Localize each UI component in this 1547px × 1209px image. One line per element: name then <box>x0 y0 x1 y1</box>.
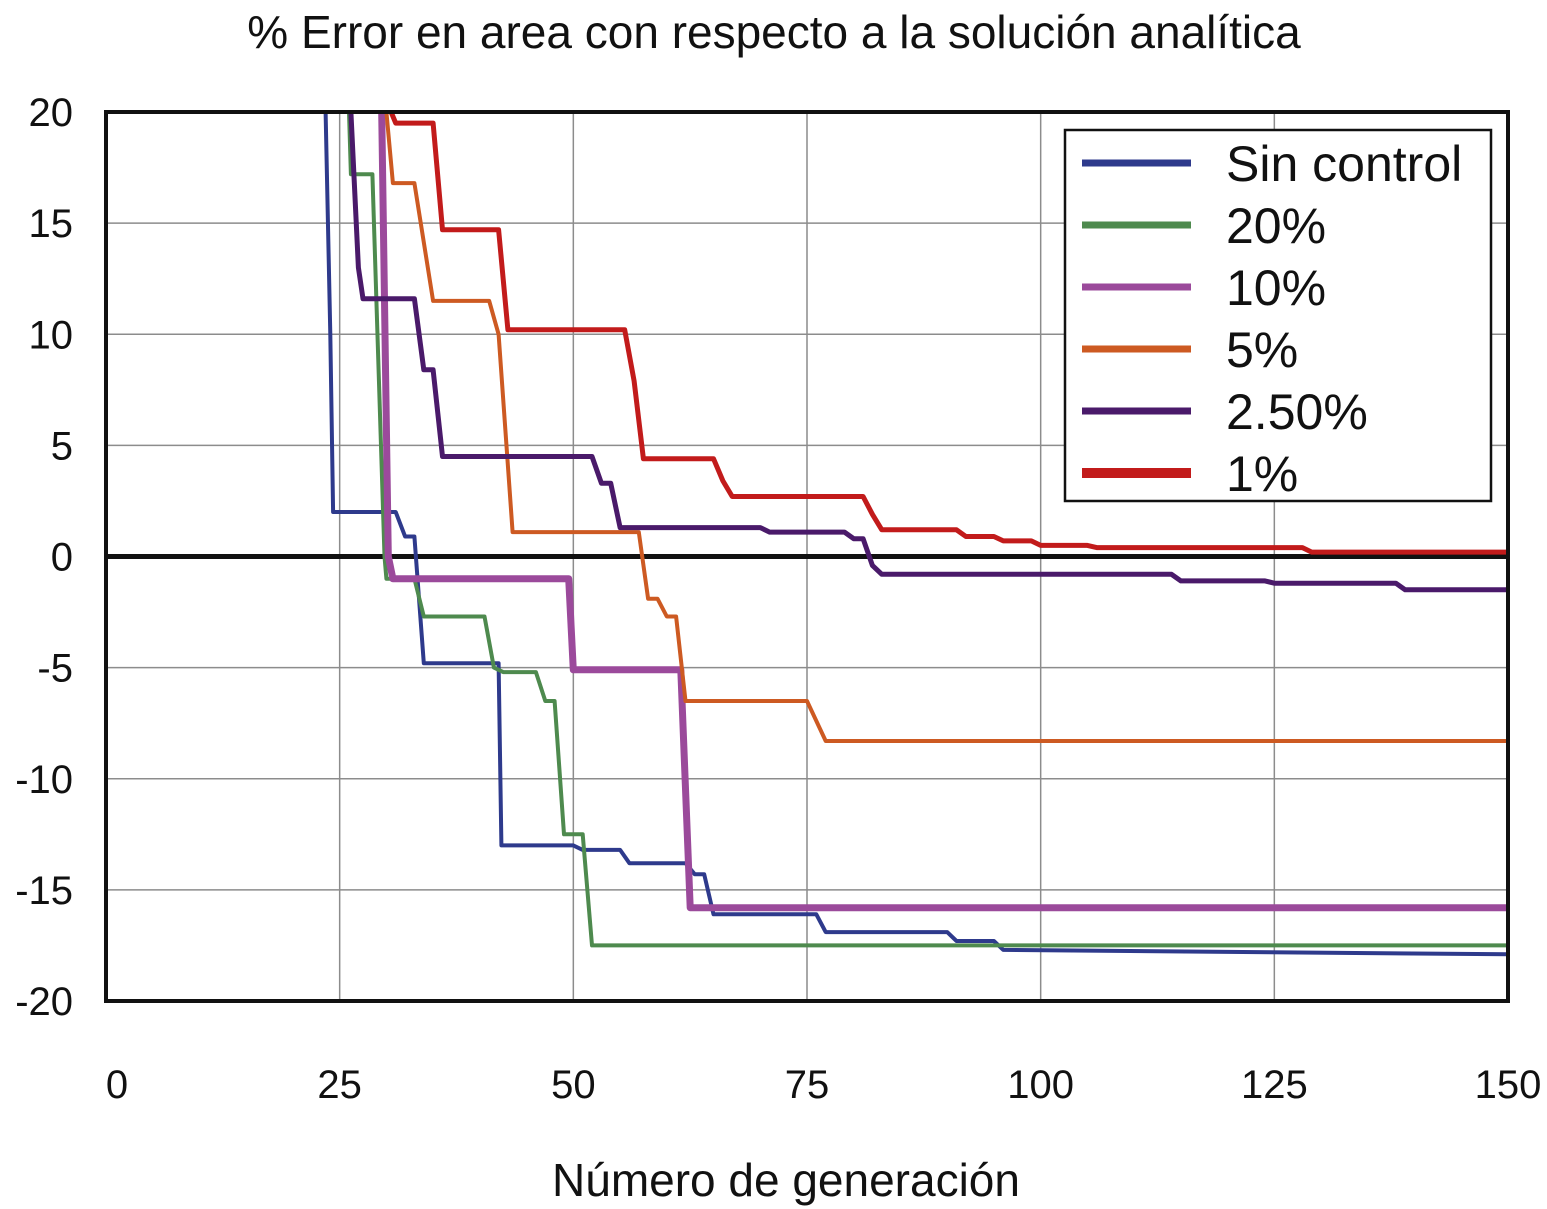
series-line-3 <box>384 112 1508 743</box>
series-line-0 <box>323 112 1508 957</box>
x-tick-label-0: 0 <box>106 1063 128 1107</box>
plot-frame <box>104 110 1510 1003</box>
series-line-2 <box>378 112 1508 912</box>
legend-label-5: 1% <box>1226 446 1298 502</box>
legend-label-3: 5% <box>1226 322 1298 378</box>
y-tick-label-3: 5 <box>51 424 73 468</box>
series-lines <box>323 112 1508 957</box>
x-tick-label-3: 75 <box>785 1063 830 1107</box>
y-tick-label-1: 15 <box>29 202 74 246</box>
x-axis-tick-labels: 0 25 50 75 100 125 150 <box>106 1063 1542 1107</box>
y-tick-label-2: 10 <box>29 313 74 357</box>
legend-label-4: 2.50% <box>1226 384 1368 440</box>
y-tick-label-8: -20 <box>15 980 73 1024</box>
y-tick-label-5: -5 <box>37 647 73 691</box>
x-tick-label-5: 125 <box>1241 1063 1308 1107</box>
legend-box <box>1063 128 1493 503</box>
y-axis-tick-labels: 20 15 10 5 0 -5 -10 -15 -20 <box>15 91 73 1024</box>
x-axis-label: Número de generación <box>552 1154 1020 1206</box>
legend-label-1: 20% <box>1226 198 1326 254</box>
series-line-4 <box>348 112 1508 593</box>
x-tick-label-4: 100 <box>1007 1063 1074 1107</box>
y-tick-label-0: 20 <box>29 91 74 135</box>
series-line-1 <box>347 112 1508 948</box>
y-tick-label-7: -15 <box>15 869 73 913</box>
legend-label-2: 10% <box>1226 260 1326 316</box>
chart-title: % Error en area con respecto a la soluci… <box>247 6 1301 58</box>
y-tick-label-4: 0 <box>51 536 73 580</box>
x-tick-label-6: 150 <box>1475 1063 1542 1107</box>
series-line-5 <box>388 112 1508 555</box>
x-tick-label-2: 50 <box>551 1063 596 1107</box>
x-tick-label-1: 25 <box>317 1063 362 1107</box>
y-tick-label-6: -10 <box>15 758 73 802</box>
legend-label-0: Sin control <box>1226 136 1462 192</box>
legend: Sin control 20% 10% 5% 2.50% 1% <box>1063 128 1493 503</box>
